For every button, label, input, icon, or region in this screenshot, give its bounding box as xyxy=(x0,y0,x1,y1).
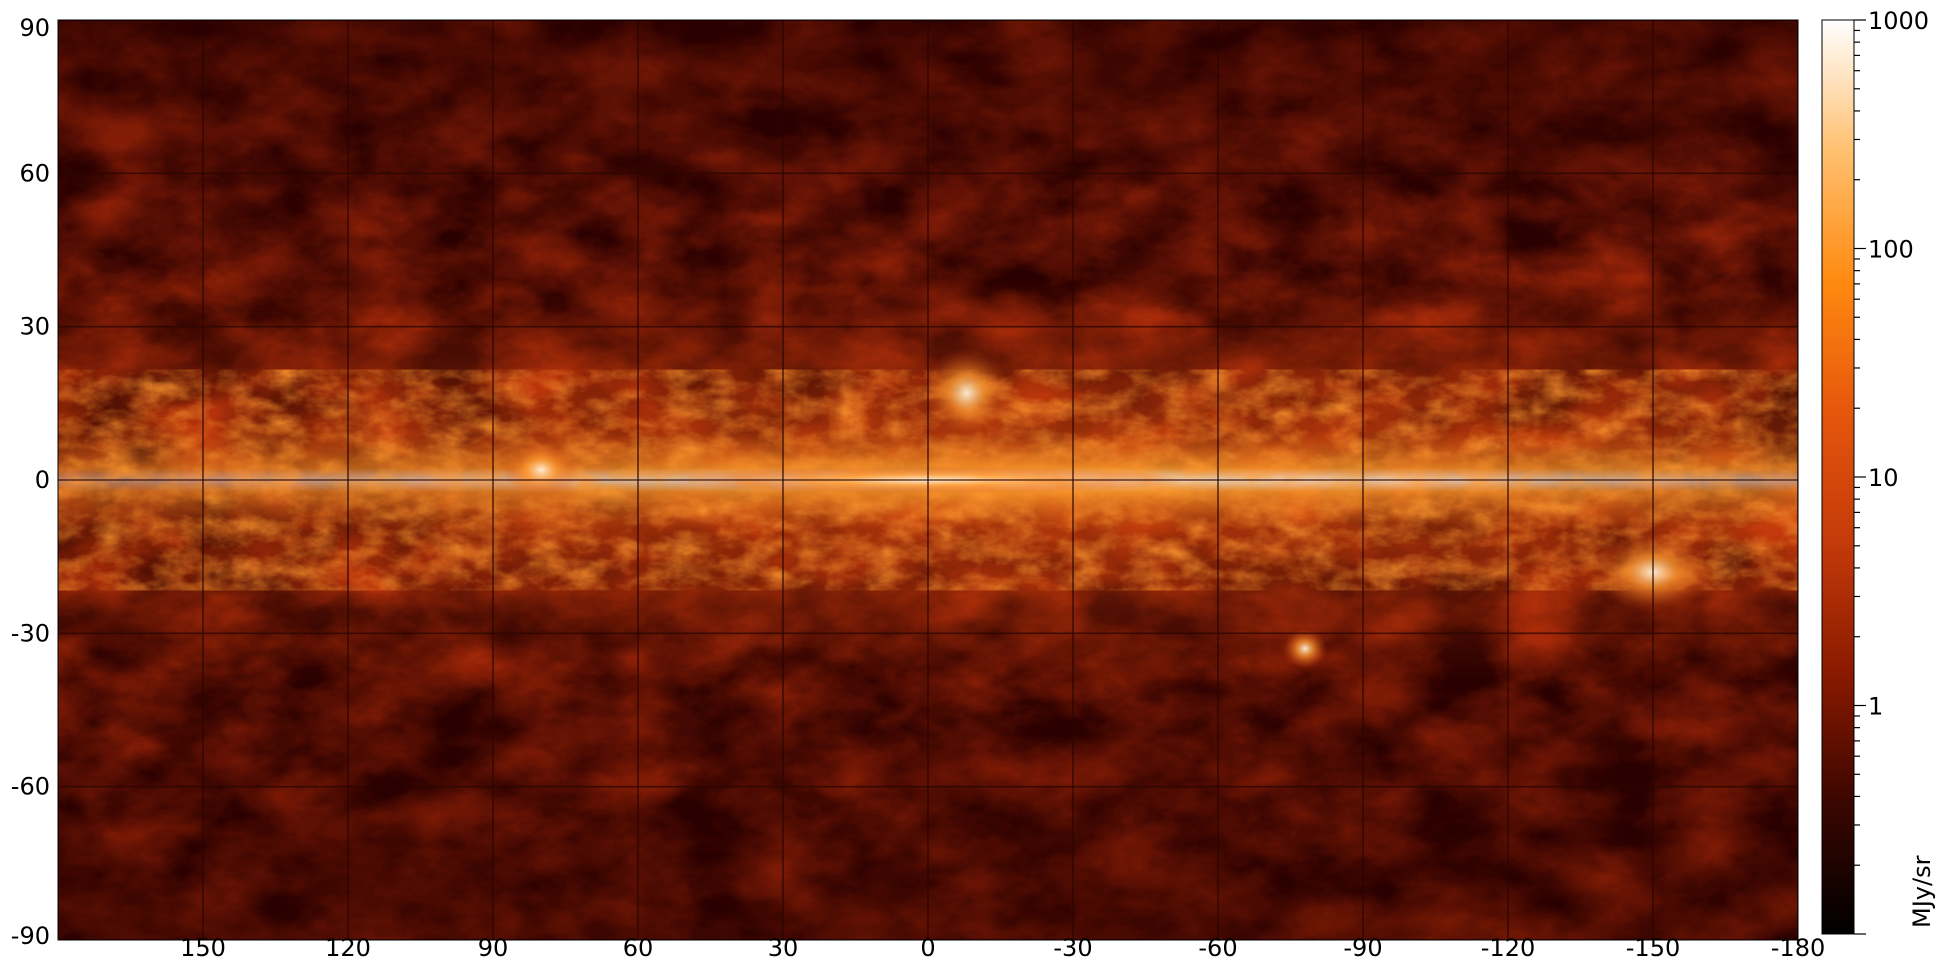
x-tick-label: -90 xyxy=(1343,934,1382,962)
x-tick-label: -30 xyxy=(1053,934,1092,962)
y-tick-label: 60 xyxy=(19,159,50,187)
colorbar-ticks: 1000 100 10 1 xyxy=(1854,7,1929,935)
bright-patches xyxy=(503,348,1713,669)
colorbar-unit-label: MJy/sr xyxy=(1908,855,1936,928)
x-tick-label: 30 xyxy=(768,934,799,962)
grid-lines xyxy=(58,20,1798,940)
x-tick-label: -180 xyxy=(1771,934,1825,962)
colorbar-tick-label: 100 xyxy=(1868,236,1914,264)
x-tick-label: -60 xyxy=(1198,934,1237,962)
x-tick-label: 150 xyxy=(180,934,226,962)
bright-patch-small xyxy=(1283,628,1327,669)
bright-patch-cygnus xyxy=(503,441,580,498)
plot-frame xyxy=(57,19,1799,941)
colorbar-tick-label: 10 xyxy=(1868,464,1899,492)
x-axis: 150 120 90 60 30 0 -30 -60 -90 -120 -150 -180 xyxy=(180,934,1825,962)
colorbar: 1000 100 10 1 MJy/sr xyxy=(1821,7,1936,935)
x-tick-label: 0 xyxy=(920,934,935,962)
colorbar-tick-label: 1 xyxy=(1868,693,1883,721)
colorbar-tick-label: 1000 xyxy=(1868,7,1929,35)
plot-area xyxy=(58,20,1798,940)
y-tick-label: -30 xyxy=(11,619,50,647)
x-tick-label: 60 xyxy=(623,934,654,962)
x-tick-label: 120 xyxy=(325,934,371,962)
colorbar-gradient xyxy=(1821,19,1855,935)
x-tick-label: -150 xyxy=(1626,934,1680,962)
x-tick-label: -120 xyxy=(1481,934,1535,962)
bright-patch-ophiuchus xyxy=(921,348,1012,439)
y-tick-label: 0 xyxy=(35,466,50,494)
y-tick-label: 90 xyxy=(19,14,50,42)
y-tick-label: 30 xyxy=(19,313,50,341)
y-tick-label: -60 xyxy=(11,773,50,801)
y-tick-label: -90 xyxy=(11,922,50,950)
y-axis: 90 60 30 0 -30 -60 -90 xyxy=(11,14,50,950)
x-tick-label: 90 xyxy=(478,934,509,962)
